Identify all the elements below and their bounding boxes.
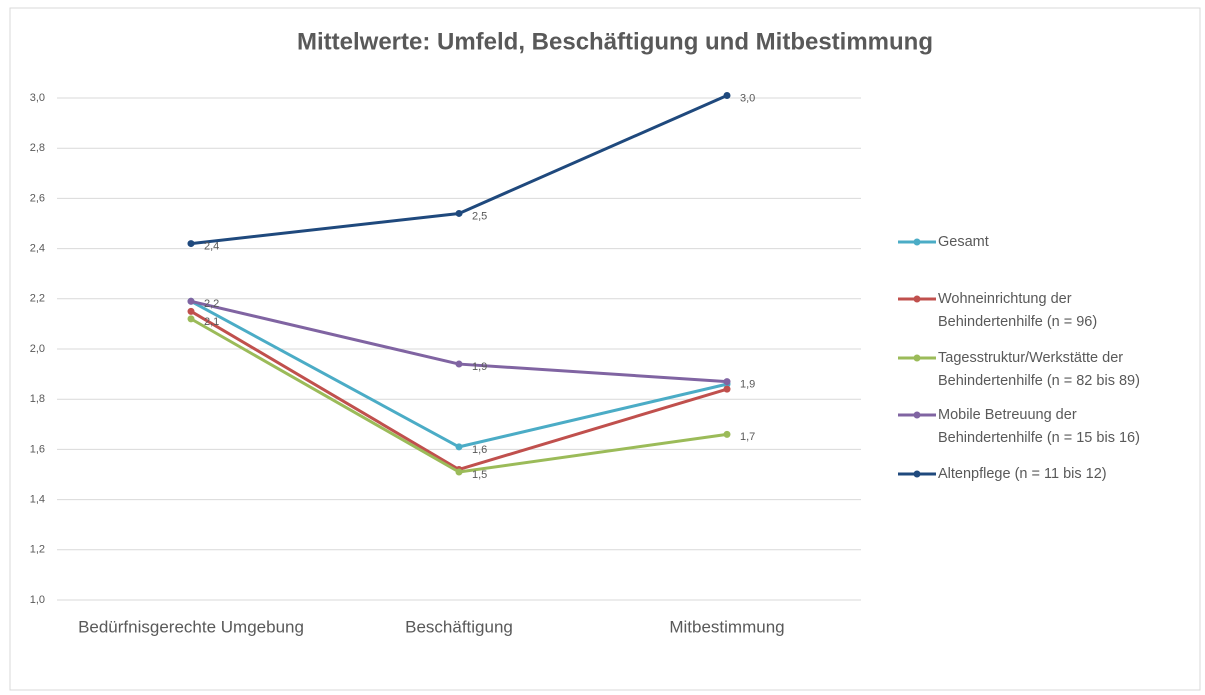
legend-key [898, 238, 936, 246]
legend-item: Mobile Betreuung der Behindertenhilfe (n… [898, 404, 1198, 450]
point [455, 360, 463, 368]
legend-item: Gesamt [898, 231, 1198, 254]
data-label: 2,4 [204, 240, 219, 252]
legend-label: Wohneinrichtung der Behindertenhilfe (n … [938, 291, 1098, 330]
y-tick-label: 1,0 [30, 594, 45, 606]
y-tick-label: 1,6 [30, 443, 45, 455]
y-tick-label: 3,0 [30, 92, 45, 104]
data-label: 1,9 [472, 361, 487, 373]
x-tick-label: Mitbestimmung [669, 617, 784, 636]
legend-label: Altenpflege (n = 11 bis 12) [938, 466, 1107, 482]
legend-key [898, 295, 936, 303]
point [187, 297, 195, 305]
y-tick-label: 1,8 [30, 393, 45, 405]
data-label: 1,6 [472, 444, 487, 456]
point [455, 468, 463, 476]
data-label: 1,9 [740, 379, 755, 391]
legend-label: Tagesstruktur/Werkstätte der Behinderten… [938, 350, 1140, 389]
point [455, 443, 463, 451]
point [187, 307, 195, 315]
point [455, 209, 463, 217]
y-tick-label: 1,4 [30, 494, 45, 506]
legend-key [898, 411, 936, 419]
y-tick-label: 1,2 [30, 544, 45, 556]
y-tick-label: 2,8 [30, 142, 45, 154]
y-tick-label: 2,2 [30, 293, 45, 305]
legend-item: Tagesstruktur/Werkstätte der Behinderten… [898, 347, 1198, 393]
legend-item: Wohneinrichtung der Behindertenhilfe (n … [898, 288, 1198, 334]
data-label: 1,5 [472, 469, 487, 481]
point [723, 91, 731, 99]
point [723, 378, 731, 386]
data-label: 2,1 [204, 316, 219, 328]
x-tick-label: Beschäftigung [405, 617, 513, 636]
y-tick-label: 2,6 [30, 192, 45, 204]
legend-key [898, 470, 936, 478]
data-label: 2,5 [472, 210, 487, 222]
legend-label: Mobile Betreuung der Behindertenhilfe (n… [938, 407, 1140, 446]
legend-item: Altenpflege (n = 11 bis 12) [898, 463, 1198, 486]
point [187, 315, 195, 323]
legend-key [898, 354, 936, 362]
point [723, 430, 731, 438]
y-tick-label: 2,0 [30, 343, 45, 355]
x-tick-label: Bedürfnisgerechte Umgebung [78, 617, 304, 636]
y-tick-label: 2,4 [30, 243, 45, 255]
legend-label: Gesamt [938, 234, 989, 250]
data-label: 1,7 [740, 431, 755, 443]
chart-title: Mittelwerte: Umfeld, Beschäftigung und M… [297, 28, 933, 55]
point [723, 385, 731, 393]
data-label: 3,0 [740, 92, 755, 104]
data-label: 2,2 [204, 298, 219, 310]
point [187, 240, 195, 248]
